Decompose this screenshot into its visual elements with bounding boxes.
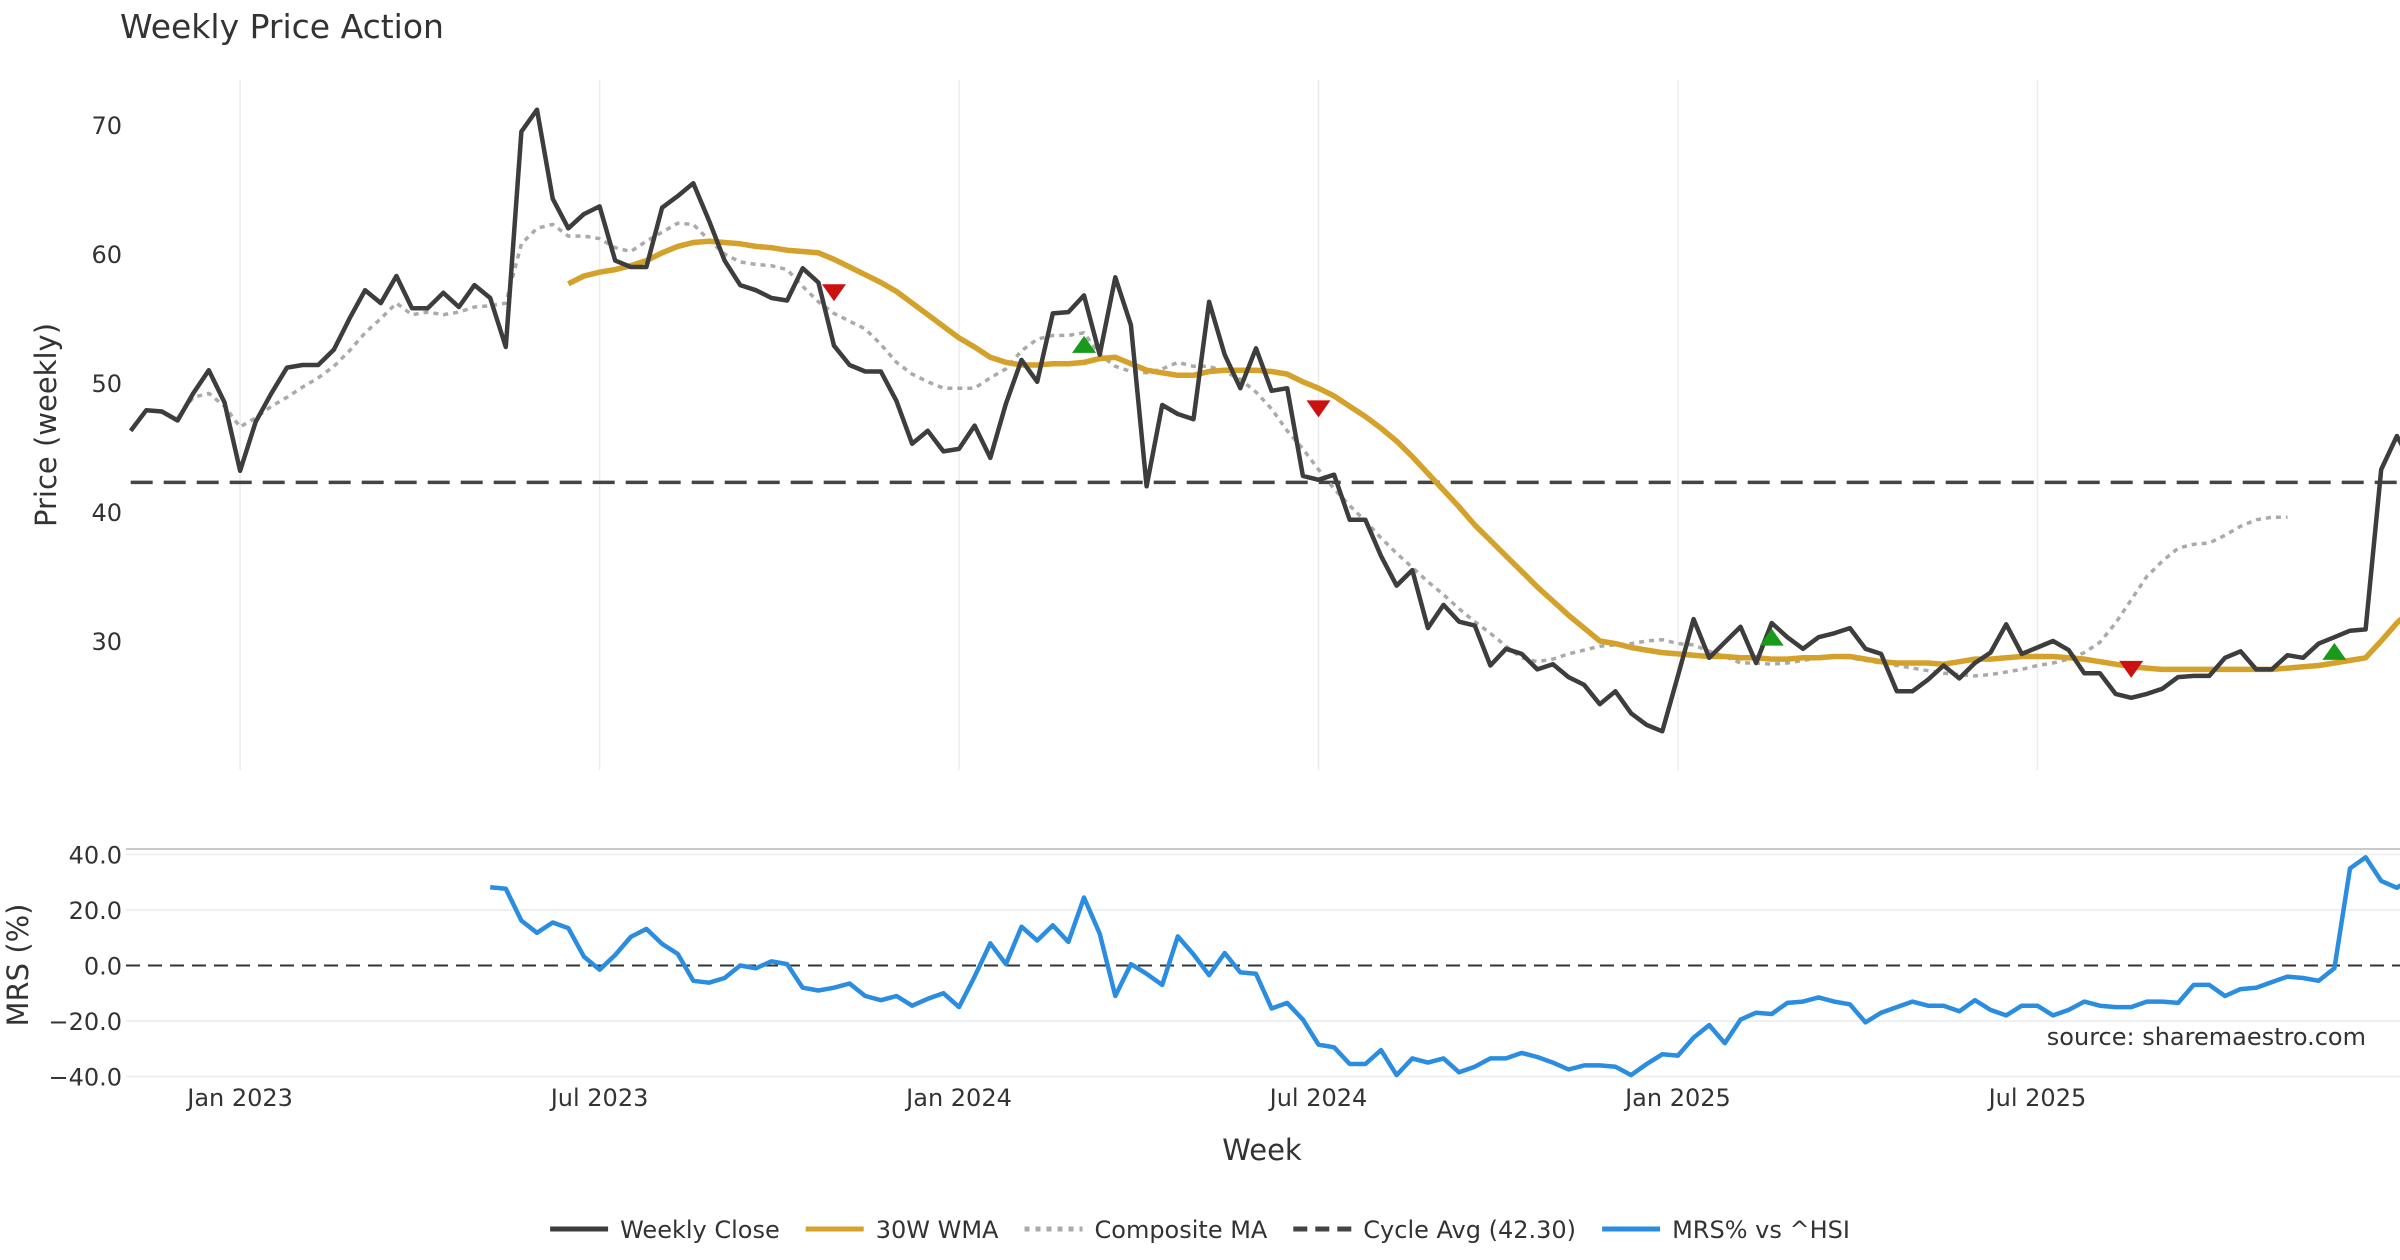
legend-label-cycle-avg-42-30: Cycle Avg (42.30)	[1363, 1216, 1576, 1244]
mrs-y-tick-0: −40.0	[48, 1063, 122, 1091]
legend-label-composite-ma: Composite MA	[1095, 1216, 1268, 1244]
legend-item-weekly-close: Weekly Close	[550, 1216, 780, 1244]
x-tick-jul-2023: Jul 2023	[549, 1084, 649, 1112]
mrs-series-group	[489, 855, 2400, 1078]
price-y-axis-label: Price (weekly)	[29, 323, 63, 527]
sell-signal-marker-2	[1306, 400, 1331, 418]
mrs-y-tick-2: 0.0	[84, 953, 122, 981]
price-y-tick-40: 40	[91, 499, 122, 527]
price-y-tick-50: 50	[91, 370, 122, 398]
x-tick-jul-2025: Jul 2025	[1987, 1084, 2087, 1112]
mrs-y-tick-4: 40.0	[69, 842, 122, 870]
buy-signal-marker-3	[1759, 628, 1784, 646]
x-axis-label: Week	[1222, 1133, 1302, 1167]
x-tick-jan-2023: Jan 2023	[185, 1084, 293, 1112]
legend-label-weekly-close: Weekly Close	[620, 1216, 780, 1244]
mrs-y-axis-label: MRS (%)	[1, 904, 35, 1027]
source-label: source: sharemaestro.com	[2047, 1023, 2366, 1051]
price-y-tick-30: 30	[91, 628, 122, 656]
buy-signal-marker-1	[1072, 335, 1097, 353]
sell-signal-marker-0	[821, 284, 846, 302]
price-series-group	[128, 107, 2400, 734]
x-tick-jul-2024: Jul 2024	[1268, 1084, 1368, 1112]
signal-markers	[821, 284, 2347, 678]
legend-label-30w-wma: 30W WMA	[876, 1216, 999, 1244]
chart-title: Weekly Price Action	[120, 7, 444, 46]
legend: Weekly Close 30W WMA Composite MA Cycle Avg…	[550, 1216, 1850, 1244]
legend-item-cycle-avg-42-30: Cycle Avg (42.30)	[1293, 1216, 1576, 1244]
legend-item-composite-ma: Composite MA	[1024, 1216, 1268, 1244]
price-gridlines	[239, 80, 2039, 770]
mrs-y-tick-labels: −40.0 −20.0 0.0 20.0 40.0	[48, 842, 122, 1092]
legend-label-mrs-vs-hsi: MRS% vs ^HSI	[1672, 1216, 1850, 1244]
buy-signal-marker-5	[2322, 642, 2347, 660]
x-tick-jan-2024: Jan 2024	[904, 1084, 1012, 1112]
series-30w-wma	[567, 238, 2400, 673]
series-mrs-vs-hsi	[489, 855, 2400, 1078]
legend-item-30w-wma: 30W WMA	[805, 1216, 999, 1244]
mrs-y-tick-1: −20.0	[48, 1008, 122, 1036]
price-y-tick-60: 60	[91, 241, 122, 269]
series-weekly-close	[128, 107, 2400, 734]
x-tick-jan-2025: Jan 2025	[1623, 1084, 1731, 1112]
legend-item-mrs-vs-hsi: MRS% vs ^HSI	[1602, 1216, 1850, 1244]
price-y-tick-70: 70	[91, 112, 122, 140]
sell-signal-marker-4	[2119, 660, 2144, 678]
mrs-gridlines	[126, 853, 2400, 1078]
price-y-tick-labels: 30 40 50 60 70	[91, 112, 122, 656]
x-tick-labels: Jan 2023 Jul 2023 Jan 2024 Jul 2024 Jan 2025…	[185, 1084, 2086, 1112]
mrs-y-tick-3: 20.0	[69, 897, 122, 925]
